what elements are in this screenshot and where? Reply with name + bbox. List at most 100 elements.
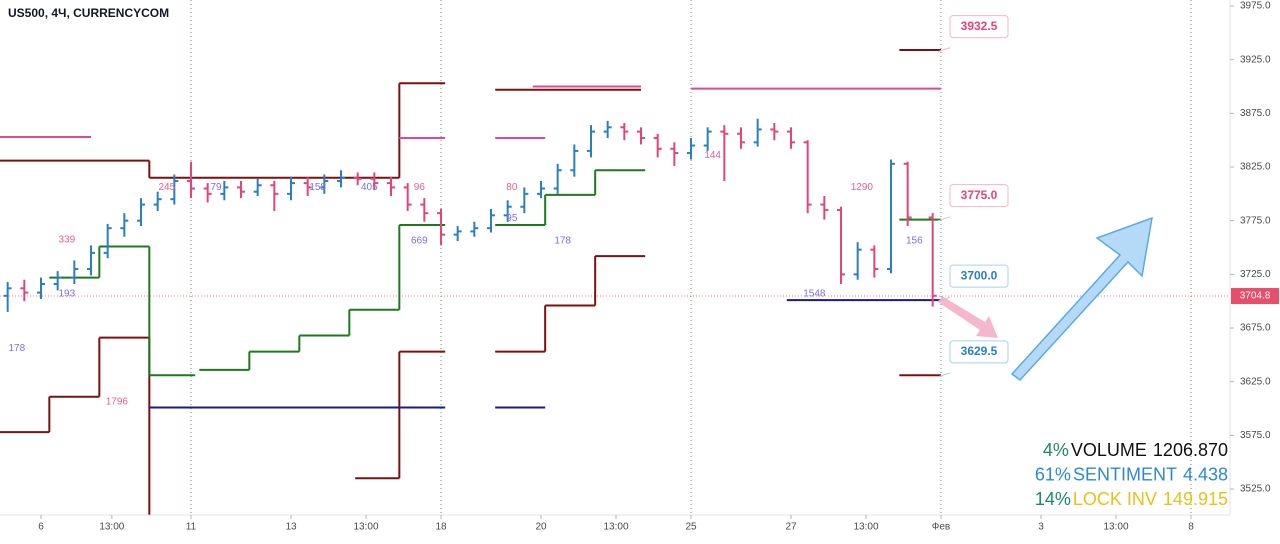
volume-annotation: 158 (309, 182, 326, 193)
drop-arrow (938, 296, 998, 338)
indicator-value: 1206.870 (1153, 440, 1228, 460)
volume-annotation: 178 (8, 343, 25, 354)
ohlc-bar (303, 176, 312, 196)
ohlc-bar (837, 206, 845, 285)
ohlc-bar (237, 180, 245, 199)
y-tick-label: 3775.0 (1240, 215, 1271, 226)
price-label: 3629.5 (961, 344, 998, 358)
price-label: 3700.0 (961, 268, 998, 282)
ohlc-bar (453, 226, 462, 242)
ohlc-bar (70, 260, 79, 285)
ohlc-bar (137, 198, 145, 227)
ohlc-bar (220, 180, 229, 201)
ohlc-bar (803, 140, 812, 214)
ohlc-bar (287, 176, 295, 201)
chart-title: US500, 4Ч, CURRENCYCOM (8, 6, 169, 20)
ohlc-bar (120, 213, 129, 237)
ohlc-bar (87, 245, 95, 276)
ohlc-bar (770, 123, 779, 141)
ohlc-bar (503, 200, 512, 222)
ohlc-bar (153, 191, 162, 212)
ohlc-bar (537, 180, 545, 199)
ohlc-bar (387, 176, 395, 196)
ohlc-bar (703, 127, 712, 151)
y-tick-label: 3975.0 (1240, 1, 1271, 12)
ohlc-bar (203, 183, 212, 203)
x-tick-label: Фев (932, 522, 950, 533)
indicator-value: 4.438 (1183, 464, 1228, 484)
price-label-pointer (937, 216, 951, 222)
indicator-line: 14% LOCK INV 149.915 (1035, 489, 1228, 509)
volume-annotation: 80 (506, 182, 518, 193)
ohlc-bar (37, 277, 45, 300)
volume-annotation: 79 (210, 182, 222, 193)
volume-annotation: 1796 (106, 397, 129, 408)
y-tick-label: 3575.0 (1240, 430, 1271, 441)
x-tick-label: 18 (435, 522, 447, 533)
x-tick-label: 8 (1188, 522, 1194, 533)
ohlc-bar (670, 142, 679, 166)
price-label: 3775.0 (961, 188, 998, 202)
ohlc-bar (470, 221, 479, 237)
ohlc-bar (737, 127, 745, 149)
volume-annotation: 405 (361, 182, 378, 193)
y-tick-label: 3825.0 (1240, 162, 1271, 173)
x-tick-label: 20 (535, 522, 547, 533)
x-tick-label: 6 (38, 522, 44, 533)
ohlc-bar (570, 144, 579, 177)
volume-annotation: 669 (411, 236, 428, 247)
ohlc-bar (903, 161, 912, 227)
ohlc-bar (320, 174, 329, 194)
ohlc-bar (553, 163, 562, 194)
volume-annotation: 178 (554, 236, 571, 247)
ohlc-bar (653, 133, 662, 158)
ohlc-bar (353, 172, 362, 186)
ohlc-bar (637, 127, 645, 145)
price-label: 3932.5 (961, 19, 998, 33)
x-tick-label: 13:00 (353, 522, 378, 533)
ohlc-bar (687, 138, 695, 160)
ohlc-bar (603, 120, 612, 139)
ohlc-bar (403, 183, 412, 212)
ohlc-bar (587, 125, 595, 158)
ohlc-bar (870, 245, 879, 278)
ohlc-bar (487, 208, 495, 233)
ohlc-bar (253, 178, 262, 196)
volume-annotation: 96 (414, 182, 426, 193)
y-tick-label: 3625.0 (1240, 376, 1271, 387)
x-tick-label: 3 (1038, 522, 1044, 533)
ohlc-bar (820, 195, 829, 220)
indicator-value: 149.915 (1163, 489, 1228, 509)
ohlc-bar (187, 161, 195, 199)
volume-annotation: 193 (58, 288, 75, 299)
last-price-badge (1231, 288, 1279, 305)
volume-annotation: 144 (704, 150, 721, 161)
ohlc-bar (420, 198, 429, 222)
volume-annotation: 95 (506, 213, 518, 224)
ohlc-bar (753, 118, 762, 147)
ohlc-bar (520, 187, 529, 214)
ohlc-bar (620, 123, 629, 141)
price-label-box (949, 15, 1009, 39)
ohlc-bar (437, 208, 445, 246)
indicator-line: 4% VOLUME 1206.870 (1043, 440, 1228, 460)
x-tick-label: 11 (186, 522, 197, 533)
ohlc-bar (103, 223, 112, 259)
volume-annotation: 339 (58, 235, 75, 246)
indicator-name: SENTIMENT (1073, 464, 1177, 484)
indicator-pct: 4% (1043, 440, 1069, 460)
volume-annotation: 1548 (803, 288, 826, 299)
ohlc-bar (53, 271, 62, 291)
ohlc-bar (887, 159, 895, 274)
indicator-name: LOCK INV (1073, 489, 1157, 509)
x-tick-label: 13:00 (1103, 522, 1128, 533)
ohlc-bar (3, 281, 12, 312)
y-tick-label: 3875.0 (1240, 108, 1271, 119)
ohlc-bar (270, 180, 279, 212)
price-label-box (949, 340, 1009, 364)
ohlc-bar (720, 125, 729, 181)
ohlc-bar (20, 279, 29, 302)
last-price-label: 3704.8 (1240, 291, 1271, 302)
price-label-box (949, 184, 1009, 208)
volume-annotation: 156 (906, 236, 923, 247)
